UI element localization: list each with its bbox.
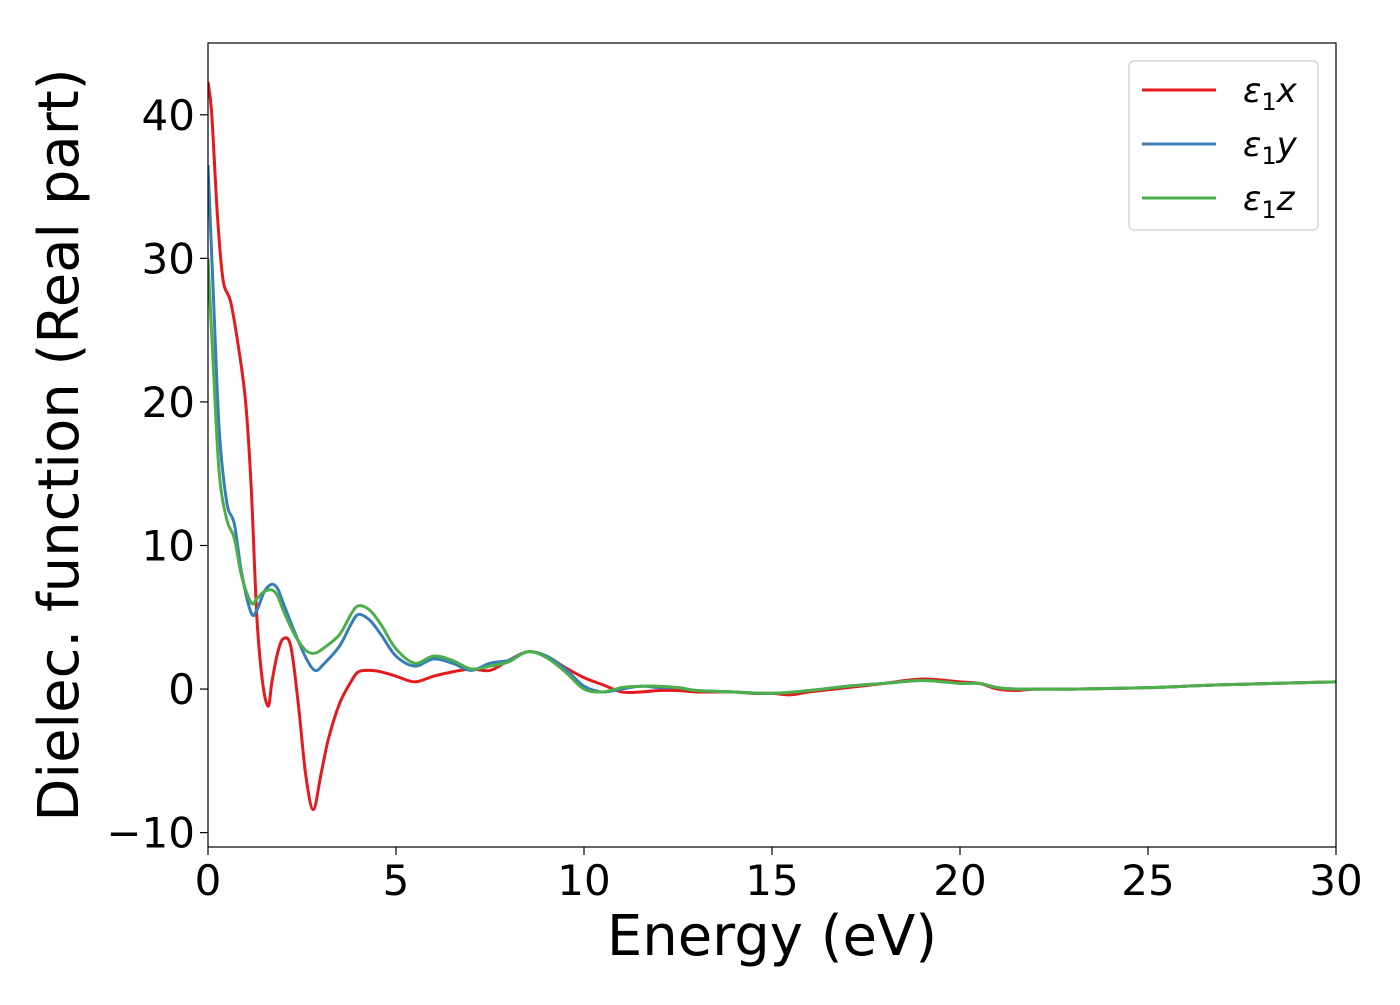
- legend-label-x: ε1x: [1243, 71, 1298, 116]
- series-line-y: [208, 164, 1336, 695]
- x-tick-label: 5: [383, 856, 410, 905]
- y-axis-label: Dielec. function (Real part): [27, 68, 92, 821]
- x-tick-label: 30: [1309, 856, 1362, 905]
- legend-label-z: ε1z: [1243, 179, 1296, 224]
- x-axis-label: Energy (eV): [607, 904, 937, 969]
- y-tick-label: −10: [106, 809, 195, 858]
- series-line-z: [208, 258, 1336, 695]
- legend-label-y: ε1y: [1243, 125, 1298, 170]
- legend-box: [1128, 60, 1319, 231]
- x-tick-label: 0: [195, 856, 222, 905]
- x-axis-ticks: 0 5 10 15 20 25 30: [195, 847, 1363, 905]
- x-tick-label: 10: [557, 856, 610, 905]
- series-layer: [208, 81, 1336, 812]
- x-tick-label: 20: [933, 856, 986, 905]
- y-tick-label: 40: [142, 91, 195, 140]
- y-tick-label: 10: [142, 522, 195, 571]
- x-tick-label: 15: [745, 856, 798, 905]
- x-tick-label: 25: [1121, 856, 1174, 905]
- y-tick-label: 20: [142, 378, 195, 427]
- y-tick-label: 30: [142, 234, 195, 283]
- legend: ε1x ε1y ε1z: [1128, 60, 1319, 231]
- y-tick-label: 0: [168, 665, 195, 714]
- y-axis-ticks: −10 0 10 20 30 40: [106, 91, 208, 858]
- legend-items: ε1x ε1y ε1z: [1142, 71, 1298, 224]
